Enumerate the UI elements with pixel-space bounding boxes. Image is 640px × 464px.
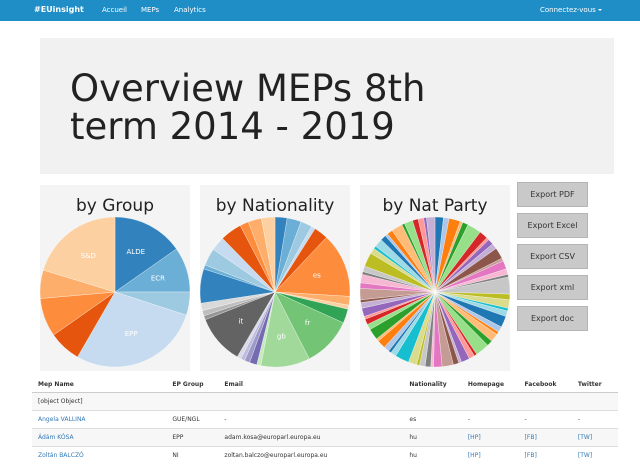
chart-title: by Nationality <box>216 196 335 216</box>
table-cell: [FB] <box>519 447 572 464</box>
column-header: Nationality <box>403 376 461 393</box>
cell-text: EPP <box>172 434 183 441</box>
cell-text: - <box>525 416 527 423</box>
table-cell: [HP] <box>462 429 519 447</box>
table-cell: [FB] <box>519 429 572 447</box>
slice-label: EPP <box>125 330 138 338</box>
cell-text: - <box>468 416 470 423</box>
table-cell: EPP <box>166 429 218 447</box>
cell-text: [object Object] <box>38 398 83 405</box>
slice-label: gb <box>277 333 286 341</box>
table-cell: Ádám KÓSA <box>32 429 166 447</box>
column-header: Email <box>218 376 403 393</box>
table-cell: NI <box>166 447 218 464</box>
cell-link[interactable]: [FB] <box>525 434 537 441</box>
table-cell: zoltan.balczo@europarl.europa.eu <box>218 447 403 464</box>
table-cell: [object Object] <box>32 393 618 411</box>
table-cell: hu <box>403 447 461 464</box>
cell-link[interactable]: [HP] <box>468 434 481 441</box>
cell-link[interactable]: [TW] <box>578 434 592 441</box>
table-cell: Zoltán BALCZÓ <box>32 447 166 464</box>
column-header: EP Group <box>166 376 218 393</box>
table-row: [object Object] <box>32 393 618 411</box>
table-cell: - <box>572 411 618 429</box>
export-button[interactable]: Export PDF <box>517 182 588 207</box>
cell-link[interactable]: Angela VALLINA <box>38 416 86 423</box>
column-header: Mep Name <box>32 376 166 393</box>
table-cell: es <box>403 411 461 429</box>
table-cell: [TW] <box>572 429 618 447</box>
column-header: Twitter <box>572 376 618 393</box>
cell-text: GUE/NGL <box>172 416 199 423</box>
slice-label: fr <box>305 319 310 327</box>
column-header: Homepage <box>462 376 519 393</box>
column-header: Facebook <box>519 376 572 393</box>
table-cell: adam.kosa@europarl.europa.eu <box>218 429 403 447</box>
slice-label: es <box>313 271 321 279</box>
cell-link[interactable]: Ádám KÓSA <box>38 434 74 441</box>
table-cell: - <box>519 411 572 429</box>
slice-label: ALDE <box>127 248 146 256</box>
table-cell: GUE/NGL <box>166 411 218 429</box>
table-cell: [HP] <box>462 447 519 464</box>
cell-text: - <box>224 416 226 423</box>
export-button[interactable]: Export CSV <box>517 244 588 269</box>
cell-text: es <box>409 416 416 423</box>
chart-title: by Nat Party <box>382 196 487 216</box>
export-button[interactable]: Export doc <box>517 306 588 331</box>
slice-label: it <box>239 317 244 325</box>
table-cell: [TW] <box>572 447 618 464</box>
table-cell: hu <box>403 429 461 447</box>
table-cell: - <box>462 411 519 429</box>
table-row: Ádám KÓSA EPP adam.kosa@europarl.europa.eu… <box>32 429 618 447</box>
slice-label: ECR <box>151 274 165 282</box>
cell-text: adam.kosa@europarl.europa.eu <box>224 434 320 441</box>
chart-title: by Group <box>76 196 154 216</box>
cell-text: hu <box>409 434 417 441</box>
table-cell: - <box>218 411 403 429</box>
table-row: Angela VALLINA GUE/NGL - es - - - <box>32 411 618 429</box>
export-button[interactable]: Export xml <box>517 275 588 300</box>
slice-label: S&D <box>81 252 96 260</box>
cell-text: - <box>578 416 580 423</box>
table-cell: Angela VALLINA <box>32 411 166 429</box>
export-button[interactable]: Export Excel <box>517 213 588 238</box>
